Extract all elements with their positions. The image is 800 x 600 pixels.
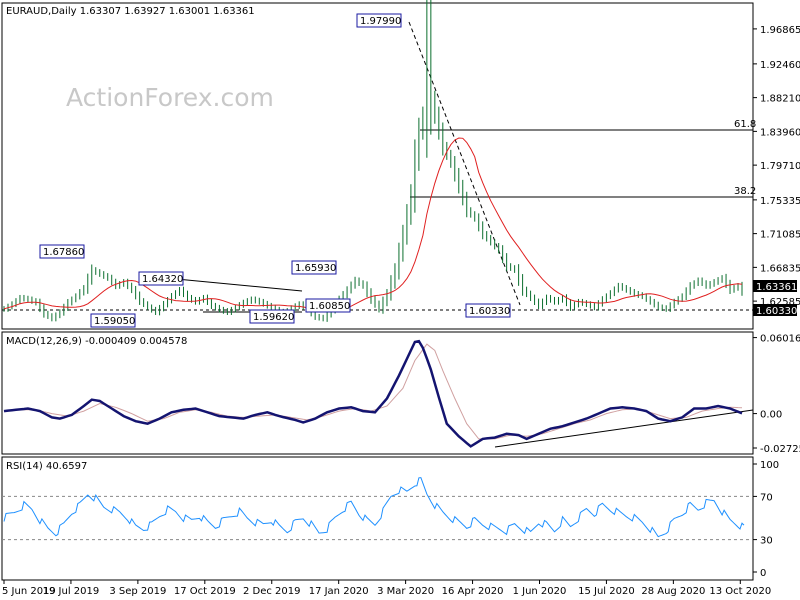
x-tick-label: 2 Dec 2019	[243, 586, 301, 597]
annotation-160330: 1.60330	[465, 303, 511, 318]
annotation-164320-label: 1.64320	[142, 274, 183, 285]
annotation-159050-label: 1.59050	[94, 316, 135, 327]
price-axis: 1.96865 1.92460 1.88210 1.83960 1.79710 1.753…	[753, 25, 800, 308]
rsi-tick-label: 30	[760, 536, 773, 547]
annotation-159050: 1.59050	[90, 313, 136, 328]
annotation-159620-label: 1.59620	[253, 312, 294, 323]
support-price-label: 1.60330	[756, 306, 797, 317]
fib-618-label: 61.8	[734, 119, 756, 130]
annotation-159620: 1.59620	[249, 309, 295, 324]
annotation-165930: 1.65930	[291, 260, 337, 275]
x-tick-label: 3 Mar 2020	[377, 586, 434, 597]
price-bars	[3, 0, 743, 322]
macd-title: MACD(12,26,9) -0.000409 0.004578	[6, 336, 187, 347]
x-tick-label: 1 Jun 2020	[513, 586, 567, 597]
macd-tick-label: 0.00	[760, 410, 782, 421]
rsi-tick-label: 0	[760, 568, 766, 579]
x-tick-label: 17 Jan 2020	[309, 586, 369, 597]
annotation-160850-label: 1.60850	[309, 301, 350, 312]
price-tick-label: 1.66835	[760, 263, 800, 274]
rsi-line	[3, 477, 745, 538]
price-tick-label: 1.92460	[760, 60, 800, 71]
dashed-decline-line	[408, 21, 521, 306]
macd-tick-label: 0.060165	[760, 334, 800, 345]
rsi-axis: 100 70 30 0	[753, 460, 779, 579]
macd-axis: 0.060165 0.00 -0.02725	[753, 334, 800, 455]
annotation-167860-label: 1.67860	[43, 247, 84, 258]
macd-tick-label: -0.02725	[760, 444, 800, 455]
moving-average-line	[3, 137, 743, 313]
fib-382-label: 38.2	[734, 186, 756, 197]
rsi-panel-frame	[1, 456, 754, 581]
x-tick-label: 5 Jun 2019	[2, 586, 56, 597]
current-price-box	[753, 280, 797, 292]
rsi-tick-label: 100	[760, 460, 779, 471]
macd-signal-line	[3, 343, 743, 440]
macd-panel-frame	[1, 331, 754, 455]
price-tick-label: 1.71085	[760, 230, 800, 241]
price-tick-label: 1.79710	[760, 161, 800, 172]
annotation-peak: 1.97990	[356, 13, 402, 28]
current-price-label: 1.63361	[756, 282, 797, 293]
price-tick-label: 1.75335	[760, 196, 800, 207]
x-tick-label: 13 Oct 2020	[709, 586, 771, 597]
x-tick-label: 3 Sep 2019	[109, 586, 166, 597]
annotation-peak-label: 1.97990	[360, 16, 401, 27]
price-tick-label: 1.62585	[760, 297, 800, 308]
macd-line	[3, 339, 743, 448]
annotation-160330-label: 1.60330	[469, 306, 510, 317]
support-price-box	[753, 304, 797, 316]
watermark: ActionForex.com	[66, 83, 274, 112]
rsi-tick-label: 70	[760, 492, 773, 503]
x-tick-label: 19 Jul 2019	[43, 586, 100, 597]
price-tick-label: 1.96865	[760, 25, 800, 36]
rsi-title: RSI(14) 40.6597	[6, 461, 87, 472]
price-panel-frame	[1, 2, 754, 330]
x-tick-label: 28 Aug 2020	[641, 586, 705, 597]
annotation-167860: 1.67860	[39, 244, 85, 259]
price-tick-label: 1.83960	[760, 127, 800, 138]
price-header: EURAUD,Daily 1.63307 1.63927 1.63001 1.6…	[6, 6, 255, 17]
annotation-164320: 1.64320	[138, 271, 184, 286]
macd-trendline	[494, 409, 754, 448]
x-tick-label: 16 Apr 2020	[442, 586, 504, 597]
annotation-165930-label: 1.65930	[295, 263, 336, 274]
annotation-160850: 1.60850	[305, 298, 351, 313]
x-tick-label: 15 Jul 2020	[578, 586, 635, 597]
x-tick-label: 17 Oct 2019	[174, 586, 236, 597]
price-tick-label: 1.88210	[760, 94, 800, 105]
